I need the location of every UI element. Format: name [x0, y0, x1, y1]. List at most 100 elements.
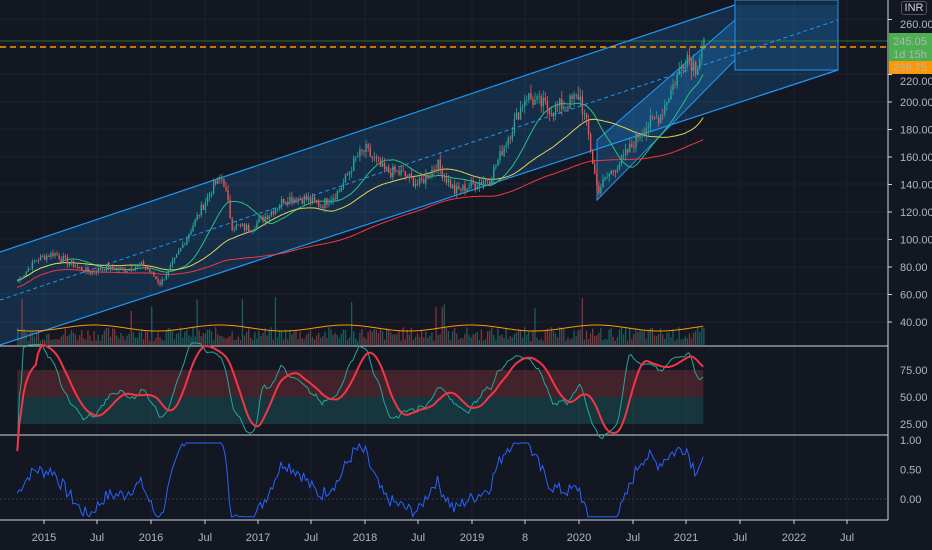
volume-bar [105, 327, 108, 345]
volume-bar [680, 339, 682, 345]
candle-body [344, 174, 347, 183]
volume-bar [569, 339, 571, 345]
volume-bar [25, 333, 27, 345]
y-tick-label: 220.00 [900, 76, 932, 88]
volume-bar [320, 337, 322, 345]
volume-bar [95, 340, 97, 345]
candle-body [307, 197, 310, 200]
candle-body [676, 74, 678, 86]
candle-body [173, 257, 176, 261]
candle-body [245, 225, 248, 231]
volume-bar [412, 339, 415, 345]
candle-body [336, 191, 338, 200]
volume-bar [118, 338, 120, 345]
volume-bar [291, 334, 293, 345]
volume-bar [305, 334, 307, 345]
volume-bar [670, 337, 672, 345]
candle-body [396, 170, 398, 172]
candle-body [478, 182, 481, 187]
volume-bar [433, 340, 435, 345]
volume-bar [285, 329, 287, 345]
volume-bar [153, 340, 155, 345]
candle-body [260, 216, 262, 219]
volume-bar [507, 339, 509, 345]
volume-bar [233, 340, 235, 345]
volume-bar [260, 336, 262, 345]
currency-label[interactable]: INR [901, 1, 927, 15]
volume-bar [398, 330, 400, 345]
volume-bar [297, 339, 299, 345]
candle-body [672, 84, 674, 90]
volume-bar [583, 339, 586, 345]
candle-body [318, 201, 320, 207]
candle-body [266, 216, 268, 220]
volume-bar [130, 310, 132, 345]
candle-body [258, 218, 260, 223]
volume-bar [519, 329, 522, 345]
volume-bar [245, 332, 248, 345]
candle-body [103, 269, 106, 271]
volume-bar [435, 307, 437, 345]
candle-body [647, 126, 650, 129]
candle-body [569, 95, 571, 109]
candle-body [657, 117, 660, 124]
volume-bar [276, 337, 279, 345]
candle-body [429, 175, 431, 179]
candle-body [167, 268, 170, 276]
candle-body [252, 229, 254, 232]
candle-body [280, 198, 283, 206]
candle-body [93, 271, 95, 273]
candle-body [406, 175, 408, 178]
x-tick-label: 2017 [246, 532, 270, 544]
volume-bar [692, 332, 695, 345]
x-tick-label: Jul [304, 532, 318, 544]
volume-ma-line [17, 324, 704, 332]
volume-bar [620, 327, 623, 345]
candle-body [583, 113, 586, 115]
volume-bar [87, 330, 89, 345]
candle-body [206, 196, 209, 203]
volume-bar [659, 328, 662, 345]
x-tick-label: Jul [626, 532, 640, 544]
candle-body [171, 260, 174, 265]
volume-bar [303, 339, 305, 345]
volume-bar [171, 331, 174, 345]
candle-body [513, 119, 516, 133]
volume-bar [340, 333, 342, 345]
volume-bar [299, 331, 301, 345]
candle-body [85, 267, 87, 273]
volume-bar [70, 330, 73, 345]
volume-bar [600, 328, 602, 345]
candle-body [359, 149, 361, 157]
candle-body [474, 183, 476, 189]
candle-body [373, 157, 376, 159]
volume-bar [48, 333, 50, 345]
candle-body [33, 261, 36, 262]
volume-bar [402, 327, 404, 345]
volume-bar [280, 331, 283, 345]
candle-body [509, 138, 511, 139]
candle-body [334, 197, 336, 200]
candle-body [25, 271, 27, 276]
volume-bar [524, 327, 526, 345]
volume-bar [480, 329, 483, 345]
candle-body [402, 170, 404, 172]
candle-body [680, 66, 682, 69]
candle-body [392, 166, 394, 178]
volume-bar [116, 335, 118, 345]
candle-body [330, 200, 332, 204]
candle-body [528, 93, 530, 101]
candle-body [169, 264, 172, 269]
x-tick-label: Jul [90, 532, 104, 544]
candle-body [598, 185, 600, 194]
volume-bar [697, 327, 699, 345]
volume-bar [701, 327, 703, 345]
volume-bar [596, 335, 598, 345]
volume-bar [287, 339, 289, 345]
volume-bar [594, 335, 596, 345]
volume-bar [616, 337, 619, 345]
volume-bar [194, 336, 196, 345]
volume-bar [31, 332, 33, 345]
volume-bar [392, 334, 394, 345]
